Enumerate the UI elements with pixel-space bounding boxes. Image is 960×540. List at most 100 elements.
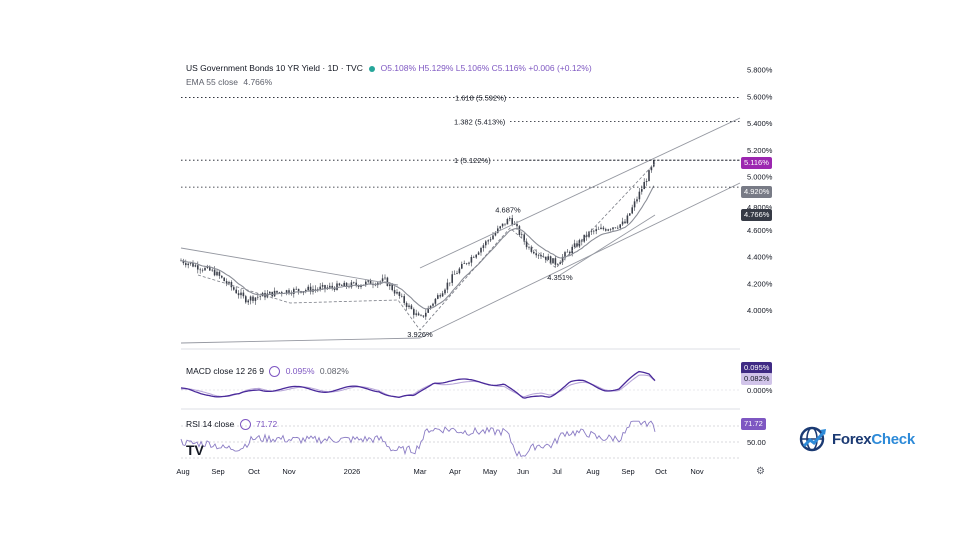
candle-body <box>324 285 326 289</box>
candle-body <box>427 307 429 313</box>
ema-value: 4.766% <box>243 77 273 87</box>
price-tick-label: 4.400% <box>747 253 773 262</box>
candle-body <box>605 229 607 231</box>
candle-body <box>422 315 425 317</box>
candle-body <box>650 166 653 171</box>
candle-body <box>636 199 638 202</box>
time-tick-label: Oct <box>655 467 668 476</box>
candle-body <box>432 303 434 306</box>
candle-body <box>355 282 357 286</box>
candle-body <box>600 227 602 230</box>
fib-level-label: 1 (5.122%) <box>454 156 491 165</box>
candle-body <box>233 287 235 290</box>
candle-body <box>192 262 194 267</box>
candle-body <box>345 282 348 287</box>
candle-body <box>384 277 386 279</box>
last-price-label: 5.116% <box>741 157 772 169</box>
eye-icon[interactable] <box>239 419 251 430</box>
candle-body <box>624 221 626 224</box>
macd-value: 0.095% <box>285 365 315 376</box>
candle-body <box>398 291 401 296</box>
candle-body <box>206 266 209 268</box>
candle-body <box>487 240 489 242</box>
candle-body <box>235 289 237 294</box>
rsi-last-label: 71.72 <box>741 418 766 430</box>
price-tick-label: 5.400% <box>747 119 773 128</box>
candle-body <box>305 290 307 292</box>
candle-body <box>297 288 300 292</box>
candle-body <box>290 293 293 295</box>
rsi-pane: 50.00 <box>180 420 766 459</box>
candle-body <box>211 269 213 271</box>
candle-body <box>386 277 389 287</box>
candle-body <box>434 298 437 304</box>
candle-body <box>653 160 655 167</box>
time-tick-label: Aug <box>586 467 599 476</box>
candle-body <box>451 274 453 283</box>
candle-body <box>571 246 573 254</box>
candle-body <box>425 312 427 317</box>
candle-body <box>497 228 499 233</box>
candle-body <box>540 254 542 257</box>
candle-body <box>247 300 249 303</box>
candle-body <box>513 224 516 225</box>
rsi-legend[interactable]: RSI 14 close 71.72 <box>186 419 277 430</box>
candle-body <box>444 289 446 294</box>
candle-body <box>218 271 221 276</box>
candle-body <box>189 262 192 264</box>
candle-body <box>461 264 463 269</box>
candle-body <box>317 289 319 290</box>
candle-body <box>523 234 525 242</box>
candle-body <box>353 282 355 284</box>
candle-body <box>602 227 605 230</box>
candle-body <box>285 290 288 294</box>
gear-icon[interactable]: ⚙ <box>756 466 765 477</box>
swing-annotation: 3.926% <box>407 330 433 339</box>
candles <box>180 160 655 320</box>
macd-legend[interactable]: MACD close 12 26 9 0.095% 0.082% <box>186 366 349 377</box>
time-tick-label: Aug <box>176 467 189 476</box>
candle-body <box>369 280 372 285</box>
candle-body <box>185 263 187 266</box>
globe-icon <box>799 426 826 452</box>
candle-body <box>482 245 485 249</box>
candle-body <box>249 296 252 301</box>
candle-body <box>403 296 405 303</box>
candle-body <box>309 286 312 292</box>
candle-body <box>257 296 259 298</box>
candle-body <box>240 292 242 296</box>
candle-body <box>449 282 451 284</box>
eye-icon[interactable] <box>269 366 281 377</box>
ema-legend[interactable]: EMA 55 close 4.766% <box>186 78 272 87</box>
candle-body <box>237 293 240 296</box>
candle-body <box>221 275 223 278</box>
time-tick-label: Oct <box>248 467 261 476</box>
candle-body <box>463 263 465 265</box>
candle-body <box>307 286 309 291</box>
symbol-legend[interactable]: US Government Bonds 10 YR Yield · 1D · T… <box>186 64 592 73</box>
candle-body <box>439 295 441 297</box>
candle-body <box>245 296 247 303</box>
candle-body <box>590 230 593 232</box>
candle-body <box>458 268 461 274</box>
candle-body <box>509 218 511 220</box>
candle-body <box>326 287 329 289</box>
fib-level-label: 1.382 (5.413%) <box>454 117 506 126</box>
candle-body <box>281 292 283 294</box>
candle-body <box>537 254 540 256</box>
price-tick-label: 5.000% <box>747 172 773 181</box>
candle-body <box>396 291 398 294</box>
candle-body <box>645 181 648 183</box>
candle-body <box>643 182 645 190</box>
forexcheck-wordmark: ForexCheck <box>832 431 915 448</box>
candle-body <box>293 288 295 294</box>
candle-body <box>197 265 199 270</box>
candle-body <box>573 243 576 247</box>
candle-body <box>415 313 417 315</box>
candle-body <box>216 271 218 276</box>
trend-line <box>180 337 421 344</box>
brand-part-a: Forex <box>832 430 872 448</box>
ema-price-label: 4.766% <box>741 209 773 221</box>
time-tick-label: 2026 <box>344 467 361 476</box>
